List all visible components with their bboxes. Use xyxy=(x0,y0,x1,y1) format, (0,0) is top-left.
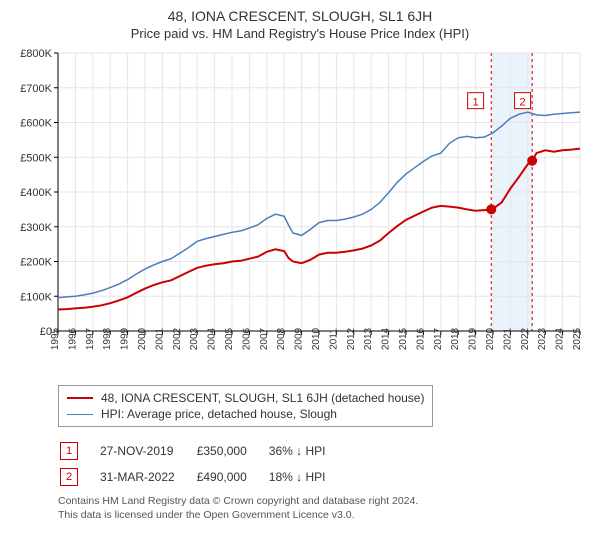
svg-text:2023: 2023 xyxy=(537,327,548,350)
svg-text:2003: 2003 xyxy=(189,327,200,350)
legend-swatch-red xyxy=(67,397,93,399)
svg-text:2002: 2002 xyxy=(172,327,183,350)
svg-text:2007: 2007 xyxy=(259,327,270,350)
svg-text:2019: 2019 xyxy=(468,327,479,350)
figure-container: 48, IONA CRESCENT, SLOUGH, SL1 6JH Price… xyxy=(0,0,600,528)
sale-date: 27-NOV-2019 xyxy=(100,439,195,463)
sale-delta-hpi: 18% ↓ HPI xyxy=(269,465,346,489)
svg-text:£800K: £800K xyxy=(20,48,52,60)
legend-entry-hpi: HPI: Average price, detached house, Slou… xyxy=(67,406,424,422)
chart-subtitle: Price paid vs. HM Land Registry's House … xyxy=(10,26,590,41)
legend-swatch-blue xyxy=(67,414,93,415)
svg-text:2025: 2025 xyxy=(572,327,583,350)
sale-delta-hpi: 36% ↓ HPI xyxy=(269,439,346,463)
chart-legend: 48, IONA CRESCENT, SLOUGH, SL1 6JH (deta… xyxy=(58,385,433,427)
svg-text:2012: 2012 xyxy=(346,327,357,350)
svg-text:2001: 2001 xyxy=(154,327,165,350)
svg-text:£600K: £600K xyxy=(20,118,52,130)
svg-text:2013: 2013 xyxy=(363,327,374,350)
chart-svg: £0£100K£200K£300K£400K£500K£600K£700K£80… xyxy=(10,47,590,377)
sale-price: £350,000 xyxy=(197,439,267,463)
svg-text:2014: 2014 xyxy=(381,327,392,350)
svg-text:2008: 2008 xyxy=(276,327,287,350)
svg-text:1: 1 xyxy=(473,97,479,109)
svg-text:2018: 2018 xyxy=(450,327,461,350)
svg-text:1997: 1997 xyxy=(85,327,96,350)
sale-row: 2 31-MAR-2022£490,00018% ↓ HPI xyxy=(60,465,345,489)
svg-text:2005: 2005 xyxy=(224,327,235,350)
svg-text:2015: 2015 xyxy=(398,327,409,350)
price-chart: £0£100K£200K£300K£400K£500K£600K£700K£80… xyxy=(10,47,590,377)
sale-badge: 1 xyxy=(60,442,78,460)
svg-text:2016: 2016 xyxy=(415,327,426,350)
svg-text:£500K: £500K xyxy=(20,152,52,164)
svg-text:2000: 2000 xyxy=(137,327,148,350)
sale-badge: 2 xyxy=(60,468,78,486)
svg-text:2009: 2009 xyxy=(294,327,305,350)
svg-text:1998: 1998 xyxy=(102,327,113,350)
svg-text:2022: 2022 xyxy=(520,327,531,350)
sales-table: 1 27-NOV-2019£350,00036% ↓ HPI 2 31-MAR-202… xyxy=(58,437,347,491)
footer-copyright: Contains HM Land Registry data © Crown c… xyxy=(58,495,590,509)
legend-entry-subject: 48, IONA CRESCENT, SLOUGH, SL1 6JH (deta… xyxy=(67,390,424,406)
sale-price: £490,000 xyxy=(197,465,267,489)
svg-text:£400K: £400K xyxy=(20,187,52,199)
svg-text:£700K: £700K xyxy=(20,83,52,95)
svg-text:2: 2 xyxy=(520,97,526,109)
svg-text:£300K: £300K xyxy=(20,222,52,234)
sale-row: 1 27-NOV-2019£350,00036% ↓ HPI xyxy=(60,439,345,463)
footer-licence: This data is licensed under the Open Gov… xyxy=(58,509,590,523)
svg-text:1995: 1995 xyxy=(50,327,61,350)
svg-text:1999: 1999 xyxy=(120,327,131,350)
svg-text:2010: 2010 xyxy=(311,327,322,350)
svg-text:2020: 2020 xyxy=(485,327,496,350)
svg-text:2024: 2024 xyxy=(555,327,566,350)
svg-text:2011: 2011 xyxy=(328,328,339,350)
svg-text:2004: 2004 xyxy=(207,327,218,350)
legend-label-subject: 48, IONA CRESCENT, SLOUGH, SL1 6JH (deta… xyxy=(101,391,424,405)
sale-date: 31-MAR-2022 xyxy=(100,465,195,489)
svg-text:£200K: £200K xyxy=(20,257,52,269)
svg-text:2021: 2021 xyxy=(502,327,513,350)
chart-title-address: 48, IONA CRESCENT, SLOUGH, SL1 6JH xyxy=(10,8,590,24)
legend-label-hpi: HPI: Average price, detached house, Slou… xyxy=(101,407,337,421)
svg-text:1996: 1996 xyxy=(67,327,78,350)
svg-text:2006: 2006 xyxy=(241,327,252,350)
svg-text:£100K: £100K xyxy=(20,291,52,303)
svg-text:2017: 2017 xyxy=(433,327,444,350)
